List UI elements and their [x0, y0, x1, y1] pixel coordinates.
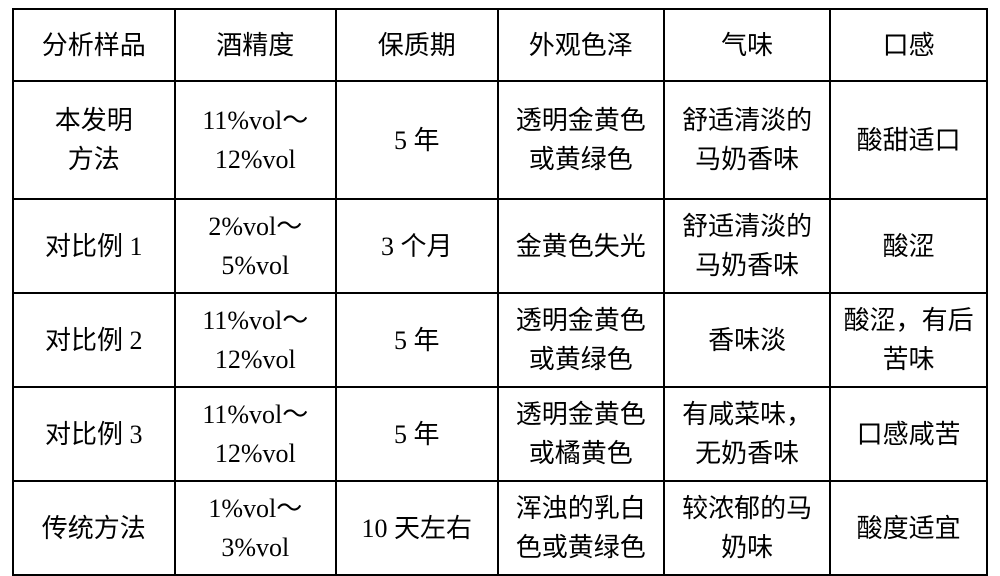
cell-shelf: 5 年 — [336, 293, 498, 387]
cell-smell: 有咸菜味， 无奶香味 — [664, 387, 830, 481]
col-shelf: 保质期 — [336, 9, 498, 81]
txt: 5%vol — [182, 246, 330, 285]
txt: 11%vol～ — [182, 395, 330, 434]
cell-shelf: 10 天左右 — [336, 481, 498, 575]
txt: 香味淡 — [671, 321, 823, 360]
table-header-row: 分析样品 酒精度 保质期 外观色泽 气味 口感 — [13, 9, 987, 81]
txt: 浑浊的乳白 — [505, 489, 657, 528]
comparison-table: 分析样品 酒精度 保质期 外观色泽 气味 口感 本发明 方法 11%vol～ 1… — [12, 8, 988, 576]
txt: 马奶香味 — [671, 140, 823, 179]
txt: 对比例 2 — [20, 321, 168, 360]
cell-shelf: 5 年 — [336, 81, 498, 199]
txt: 对比例 3 — [20, 415, 168, 454]
col-appearance: 外观色泽 — [498, 9, 664, 81]
txt: 12%vol — [182, 434, 330, 473]
cell-taste: 酸涩，有后 苦味 — [830, 293, 987, 387]
txt: 传统方法 — [20, 509, 168, 548]
cell-sample: 本发明 方法 — [13, 81, 175, 199]
cell-shelf: 3 个月 — [336, 199, 498, 293]
cell-sample: 对比例 2 — [13, 293, 175, 387]
txt: 有咸菜味， — [671, 395, 823, 434]
cell-appearance: 浑浊的乳白 色或黄绿色 — [498, 481, 664, 575]
txt: 酸甜适口 — [837, 121, 980, 160]
txt: 舒适清淡的 — [671, 207, 823, 246]
table-row: 对比例 2 11%vol～ 12%vol 5 年 透明金黄色 或黄绿色 香味淡 … — [13, 293, 987, 387]
cell-taste: 口感咸苦 — [830, 387, 987, 481]
txt: 11%vol～ — [182, 301, 330, 340]
cell-appearance: 透明金黄色 或黄绿色 — [498, 293, 664, 387]
cell-taste: 酸度适宜 — [830, 481, 987, 575]
table-row: 对比例 3 11%vol～ 12%vol 5 年 透明金黄色 或橘黄色 有咸菜味… — [13, 387, 987, 481]
txt: 无奶香味 — [671, 434, 823, 473]
cell-alcohol: 11%vol～ 12%vol — [175, 81, 337, 199]
table-row: 对比例 1 2%vol～ 5%vol 3 个月 金黄色失光 舒适清淡的 马奶香味… — [13, 199, 987, 293]
cell-smell: 舒适清淡的 马奶香味 — [664, 81, 830, 199]
txt: 舒适清淡的 — [671, 101, 823, 140]
cell-appearance: 金黄色失光 — [498, 199, 664, 293]
col-taste: 口感 — [830, 9, 987, 81]
txt: 奶味 — [671, 528, 823, 567]
txt: 透明金黄色 — [505, 301, 657, 340]
txt: 马奶香味 — [671, 246, 823, 285]
cell-appearance: 透明金黄色 或黄绿色 — [498, 81, 664, 199]
txt: 方法 — [20, 140, 168, 179]
txt: 透明金黄色 — [505, 395, 657, 434]
cell-smell: 较浓郁的马 奶味 — [664, 481, 830, 575]
txt: 色或黄绿色 — [505, 528, 657, 567]
table-row: 传统方法 1%vol～ 3%vol 10 天左右 浑浊的乳白 色或黄绿色 较浓郁… — [13, 481, 987, 575]
cell-smell: 舒适清淡的 马奶香味 — [664, 199, 830, 293]
txt: 较浓郁的马 — [671, 489, 823, 528]
txt: 1%vol～ — [182, 489, 330, 528]
col-alcohol: 酒精度 — [175, 9, 337, 81]
txt: 对比例 1 — [20, 227, 168, 266]
cell-alcohol: 2%vol～ 5%vol — [175, 199, 337, 293]
txt: 本发明 — [20, 101, 168, 140]
txt: 口感咸苦 — [837, 415, 980, 454]
cell-appearance: 透明金黄色 或橘黄色 — [498, 387, 664, 481]
txt: 或黄绿色 — [505, 140, 657, 179]
txt: 透明金黄色 — [505, 101, 657, 140]
txt: 苦味 — [837, 340, 980, 379]
txt: 或橘黄色 — [505, 434, 657, 473]
txt: 酸涩 — [837, 227, 980, 266]
cell-sample: 对比例 1 — [13, 199, 175, 293]
txt: 酸度适宜 — [837, 509, 980, 548]
cell-alcohol: 11%vol～ 12%vol — [175, 387, 337, 481]
txt: 2%vol～ — [182, 207, 330, 246]
txt: 12%vol — [182, 340, 330, 379]
cell-smell: 香味淡 — [664, 293, 830, 387]
txt: 11%vol～ — [182, 101, 330, 140]
cell-taste: 酸甜适口 — [830, 81, 987, 199]
txt: 12%vol — [182, 140, 330, 179]
txt: 3%vol — [182, 528, 330, 567]
cell-sample: 对比例 3 — [13, 387, 175, 481]
txt: 金黄色失光 — [505, 227, 657, 266]
cell-alcohol: 1%vol～ 3%vol — [175, 481, 337, 575]
txt: 或黄绿色 — [505, 340, 657, 379]
col-smell: 气味 — [664, 9, 830, 81]
cell-taste: 酸涩 — [830, 199, 987, 293]
txt: 酸涩，有后 — [837, 301, 980, 340]
table-row: 本发明 方法 11%vol～ 12%vol 5 年 透明金黄色 或黄绿色 舒适清… — [13, 81, 987, 199]
col-sample: 分析样品 — [13, 9, 175, 81]
cell-alcohol: 11%vol～ 12%vol — [175, 293, 337, 387]
cell-shelf: 5 年 — [336, 387, 498, 481]
cell-sample: 传统方法 — [13, 481, 175, 575]
